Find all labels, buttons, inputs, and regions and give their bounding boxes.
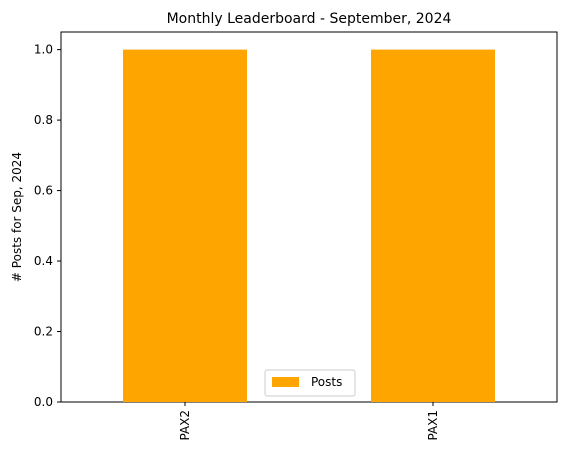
y-axis-label: # Posts for Sep, 2024 <box>10 152 24 282</box>
y-tick-label: 0.8 <box>34 113 53 127</box>
legend-swatch <box>272 377 299 387</box>
x-axis: PAX2 PAX1 <box>178 402 440 441</box>
legend-box <box>264 369 356 397</box>
bars <box>123 49 495 402</box>
bar-pax2 <box>123 49 247 402</box>
y-tick-label: 0.4 <box>34 254 53 268</box>
x-tick-label: PAX2 <box>178 410 192 441</box>
x-tick-label: PAX1 <box>426 410 440 441</box>
bar-pax1 <box>371 49 495 402</box>
y-axis: 0.0 0.2 0.4 0.6 0.8 1.0 <box>34 43 61 409</box>
plot-area: 0.0 0.2 0.4 0.6 0.8 1.0 PAX2 PAX1 <box>34 31 558 441</box>
y-tick-label: 1.0 <box>34 43 53 57</box>
plot-frame <box>60 31 558 403</box>
y-tick-label: 0.6 <box>34 184 53 198</box>
chart-title: Monthly Leaderboard - September, 2024 <box>167 11 452 27</box>
y-tick-label: 0.0 <box>34 395 53 409</box>
y-tick-label: 0.2 <box>34 325 53 339</box>
legend: Posts <box>264 369 356 397</box>
legend-label: Posts <box>311 375 342 389</box>
